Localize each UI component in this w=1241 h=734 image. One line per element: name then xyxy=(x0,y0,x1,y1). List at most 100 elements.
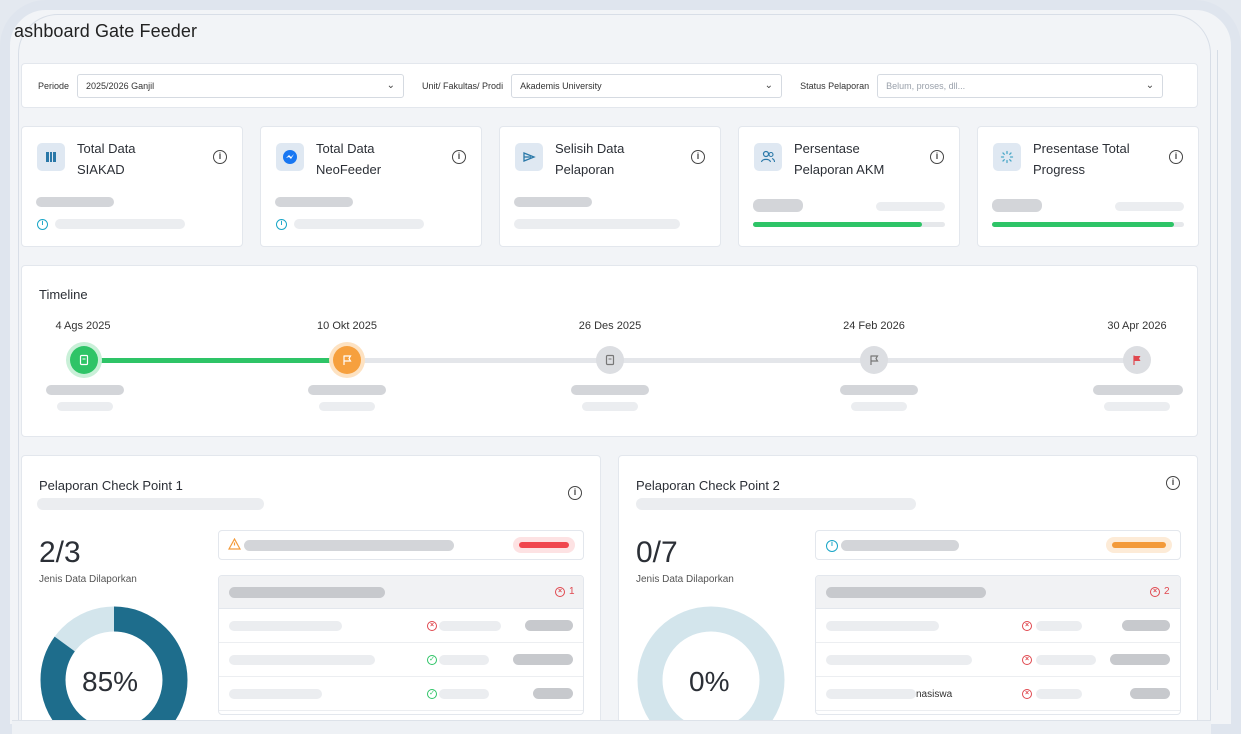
stat-title-line1: Selisih Data xyxy=(555,141,625,156)
stat-title-line2: Progress xyxy=(1033,162,1086,177)
text-skeleton xyxy=(826,655,972,665)
stat-card-total-neofeeder: Total Data NeoFeeder i i xyxy=(260,126,482,247)
neofeeder-logo-icon xyxy=(276,143,304,171)
stat-title-line1: Total Data xyxy=(316,141,375,156)
text-skeleton xyxy=(1036,655,1096,665)
text-skeleton xyxy=(1130,688,1170,699)
unit-label: Unit/ Fakultas/ Prodi xyxy=(422,80,504,91)
text-skeleton xyxy=(826,587,986,598)
text-skeleton xyxy=(55,219,185,229)
stat-card-persentase-akm: Persentase Pelaporan AKM i xyxy=(738,126,960,247)
chevron-down-icon: ⌄ xyxy=(386,80,396,91)
timeline-node-done[interactable] xyxy=(70,346,98,374)
timeline-node-current[interactable] xyxy=(333,346,361,374)
text-skeleton xyxy=(308,385,386,395)
flag-icon xyxy=(343,355,352,365)
info-icon[interactable]: i xyxy=(213,150,227,164)
table-row[interactable]: × xyxy=(219,609,583,643)
progress-fill xyxy=(753,222,922,227)
periode-label: Periode xyxy=(38,80,70,91)
value-skeleton xyxy=(514,197,592,207)
progress-fill xyxy=(992,222,1175,227)
info-icon[interactable]: i xyxy=(691,150,705,164)
table-row[interactable]: ✓ xyxy=(219,677,583,711)
timeline-date: 26 Des 2025 xyxy=(578,320,642,332)
status-badge-bar xyxy=(1112,542,1166,548)
periode-select[interactable]: 2025/2026 Ganjil ⌄ xyxy=(77,73,405,98)
text-skeleton xyxy=(840,385,918,395)
text-skeleton xyxy=(826,689,916,699)
stat-card-total-progress: Presentase Total Progress i xyxy=(977,126,1199,247)
timeline-progress-line xyxy=(84,358,348,363)
red-flag-icon xyxy=(1133,355,1141,365)
document-icon xyxy=(605,354,615,366)
checkpoint-subtitle: Jenis Data Dilaporkan xyxy=(636,574,734,585)
error-icon: × xyxy=(427,621,437,631)
table-row[interactable]: × xyxy=(816,643,1180,677)
info-icon: i xyxy=(276,219,287,230)
stat-title-line1: Presentase Total xyxy=(1033,141,1130,156)
checkpoint-table: × 1 × ✓ ✓ xyxy=(218,575,584,715)
text-skeleton xyxy=(439,655,489,665)
chevron-down-icon: ⌄ xyxy=(764,80,774,91)
text-skeleton xyxy=(851,402,907,411)
timeline-track xyxy=(348,358,1138,363)
checkpoint-ratio: 0/7 xyxy=(636,536,678,569)
error-count: 2 xyxy=(1164,586,1170,597)
info-icon[interactable]: i xyxy=(452,150,466,164)
send-lines-icon xyxy=(515,143,543,171)
stat-title-line2: Pelaporan AKM xyxy=(794,162,885,177)
text-skeleton xyxy=(571,385,649,395)
checkpoint-card-1: Pelaporan Check Point 1 i 2/3 Jenis Data… xyxy=(21,455,601,734)
checkpoint-card-2: Pelaporan Check Point 2 i 0/7 Jenis Data… xyxy=(618,455,1198,734)
value-skeleton xyxy=(992,199,1042,212)
users-icon xyxy=(754,143,782,171)
timeline-title: Timeline xyxy=(39,287,88,302)
akm-progress-bar xyxy=(753,222,945,227)
text-skeleton xyxy=(826,621,939,631)
value-skeleton xyxy=(753,199,803,212)
donut-arc xyxy=(40,606,188,734)
flag-icon xyxy=(870,355,879,365)
status-badge xyxy=(1106,537,1172,553)
info-icon[interactable]: i xyxy=(1166,476,1180,490)
text-skeleton xyxy=(229,621,342,631)
total-progress-bar xyxy=(992,222,1184,227)
text-skeleton xyxy=(1093,385,1183,395)
timeline-node-pending[interactable] xyxy=(860,346,888,374)
timeline-node-final[interactable] xyxy=(1123,346,1151,374)
info-icon[interactable]: i xyxy=(568,486,582,500)
text-skeleton xyxy=(319,402,375,411)
text-skeleton xyxy=(876,202,945,211)
text-skeleton xyxy=(525,620,573,631)
text-skeleton xyxy=(229,587,385,598)
table-header: × 2 xyxy=(816,576,1180,609)
text-skeleton xyxy=(244,540,454,551)
table-row[interactable]: ✓ xyxy=(219,643,583,677)
error-count: 1 xyxy=(569,586,575,597)
text-skeleton xyxy=(46,385,124,395)
bottom-edge xyxy=(12,720,1211,734)
donut-percent: 0% xyxy=(689,666,730,697)
text-skeleton xyxy=(533,688,573,699)
text-skeleton xyxy=(636,498,916,510)
status-label: Status Pelaporan xyxy=(800,80,870,91)
unit-select[interactable]: Akademis University ⌄ xyxy=(511,73,783,98)
building-columns-icon xyxy=(37,143,65,171)
table-header: × 1 xyxy=(219,576,583,609)
text-skeleton xyxy=(37,498,264,510)
status-select[interactable]: Belum, proses, dll... ⌄ xyxy=(877,73,1164,98)
table-row[interactable]: nasiswa × xyxy=(816,677,1180,711)
info-icon[interactable]: i xyxy=(1169,150,1183,164)
table-row[interactable]: × xyxy=(816,609,1180,643)
status-badge-bar xyxy=(519,542,569,548)
error-icon: × xyxy=(1022,655,1032,665)
text-skeleton xyxy=(1110,654,1170,665)
info-icon[interactable]: i xyxy=(930,150,944,164)
checkpoint-table: × 2 × × nasiswa × xyxy=(815,575,1181,715)
info-icon: i xyxy=(37,219,48,230)
error-icon: × xyxy=(1022,689,1032,699)
alert-row xyxy=(218,530,584,560)
value-skeleton xyxy=(36,197,114,207)
timeline-node-pending[interactable] xyxy=(596,346,624,374)
